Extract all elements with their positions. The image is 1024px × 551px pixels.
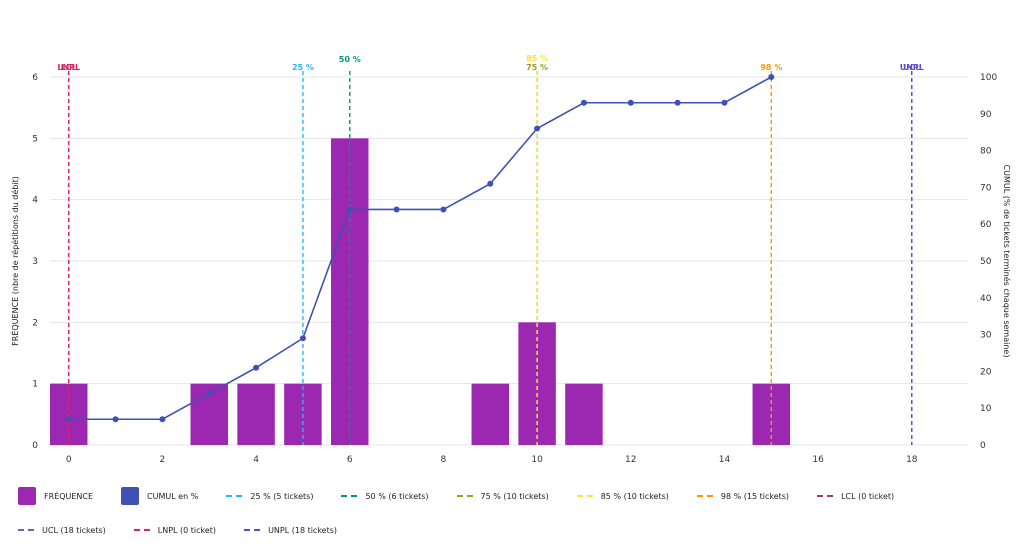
y-tick-label: 0 [32, 441, 38, 451]
cumulative-point [721, 99, 728, 106]
x-tick-label: 6 [347, 455, 353, 465]
legend-item: 50 % (6 tickets) [341, 486, 429, 506]
y-tick-label: 4 [32, 196, 38, 206]
legend-label: 75 % (10 tickets) [480, 491, 549, 501]
legend: FRÉQUENCE CUMUL en % 25 % (5 tickets) 50 % … [18, 486, 1008, 540]
y2-tick-label: 50 [980, 257, 992, 267]
legend-label: 85 % (10 tickets) [600, 491, 669, 501]
legend-label: CUMUL en % [147, 491, 199, 501]
x-tick-label: 0 [66, 455, 72, 465]
reference-label: LCL [61, 63, 77, 72]
legend-dash-swatch [696, 495, 713, 497]
legend-item: UNPL (18 tickets) [244, 520, 337, 540]
y2-tick-label: 70 [980, 183, 992, 193]
cumulative-point [534, 125, 541, 132]
legend-item: FRÉQUENCE [18, 486, 93, 506]
legend-swatch [121, 487, 140, 505]
cumulative-line [68, 76, 772, 421]
y2-tick-label: 0 [980, 441, 986, 451]
y2-tick-label: 60 [980, 220, 992, 230]
legend-label: UCL (18 tickets) [42, 525, 106, 535]
legend-dash-swatch [18, 529, 34, 531]
legend-dash-swatch [456, 495, 473, 497]
legend-dash-swatch [226, 495, 243, 497]
legend-dash-swatch [133, 529, 150, 531]
x-tick-label: 8 [441, 455, 447, 465]
y2-tick-label: 30 [980, 331, 992, 341]
legend-item: CUMUL en % [121, 486, 198, 506]
frequency-bar [565, 383, 603, 445]
legend-label: 98 % (15 tickets) [720, 491, 790, 501]
cumulative-point [768, 74, 775, 80]
legend-dash-swatch [817, 495, 834, 497]
cumulative-point [393, 206, 400, 213]
cumulative-point [627, 99, 634, 106]
legend-item: 25 % (5 tickets) [226, 486, 313, 506]
x-tick-label: 4 [253, 455, 259, 465]
cumulative-point [206, 390, 213, 397]
y2-tick-label: 80 [980, 147, 992, 157]
y2-tick-label: 40 [980, 294, 992, 304]
legend-item: 98 % (15 tickets) [696, 486, 790, 506]
reference-label: UCL [903, 63, 920, 72]
y2-tick-label: 10 [980, 404, 992, 414]
frequency-bar [237, 383, 275, 445]
y-axis-title: FRÉQUENCE (nbre de répétitions du débit) [9, 176, 20, 346]
x-tick-label: 16 [812, 455, 824, 465]
legend-item: UCL (18 tickets) [18, 520, 106, 540]
legend-swatch [18, 487, 36, 505]
legend-label: LCL (0 ticket) [841, 491, 895, 501]
reference-label: UNPL [900, 63, 924, 72]
cumulative-point [487, 180, 494, 187]
cumulative-point [580, 99, 587, 106]
x-tick-label: 18 [906, 455, 918, 465]
y2-tick-label: 20 [980, 367, 992, 377]
reference-label: 98 % [760, 63, 782, 72]
legend-item: LCL (0 ticket) [817, 486, 894, 506]
y-tick-label: 1 [32, 380, 38, 390]
cumulative-point [299, 335, 306, 342]
legend-item: 85 % (10 tickets) [576, 486, 669, 506]
y2-tick-label: 90 [980, 110, 992, 120]
cumulative-point [440, 206, 447, 213]
cumulative-point [346, 206, 353, 213]
cumulative-point [112, 416, 119, 423]
cumulative-point [159, 416, 166, 423]
legend-label: UNPL (18 tickets) [268, 525, 338, 535]
y-tick-label: 2 [32, 318, 38, 328]
y-tick-label: 5 [32, 134, 38, 144]
y2-axis-title: CUMUL (% de tickets terminés chaque sema… [1002, 165, 1012, 358]
cumulative-point [253, 364, 260, 371]
legend-label: 50 % (6 tickets) [365, 491, 429, 501]
frequency-bar [471, 383, 509, 445]
legend-label: LNPL (0 ticket) [157, 525, 217, 535]
y-tick-label: 3 [32, 257, 38, 267]
reference-label: LNPL [57, 63, 80, 72]
legend-item: 75 % (10 tickets) [456, 486, 549, 506]
legend-item: LNPL (0 ticket) [133, 520, 217, 540]
reference-label: 50 % [339, 55, 361, 64]
reference-label: 85 % [526, 54, 548, 63]
x-tick-label: 2 [160, 455, 166, 465]
legend-dash-swatch [576, 495, 593, 497]
x-tick-label: 14 [719, 455, 731, 465]
cumulative-point [65, 416, 72, 423]
reference-label: 75 % [526, 63, 548, 72]
cumulative-point [674, 99, 681, 106]
legend-label: 25 % (5 tickets) [250, 491, 314, 501]
legend-label: FRÉQUENCE [44, 491, 94, 501]
y2-tick-label: 100 [980, 73, 997, 83]
legend-dash-swatch [244, 529, 261, 531]
y-tick-label: 6 [32, 73, 38, 83]
x-tick-label: 12 [625, 455, 636, 465]
legend-dash-swatch [341, 495, 358, 497]
x-tick-label: 10 [531, 455, 543, 465]
reference-label: 25 % [292, 63, 314, 72]
